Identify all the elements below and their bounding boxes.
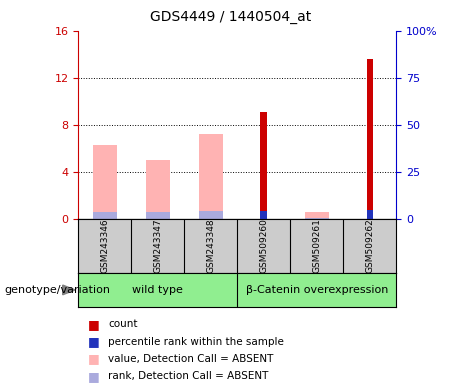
Text: genotype/variation: genotype/variation bbox=[5, 285, 111, 295]
Text: GSM243346: GSM243346 bbox=[100, 218, 109, 273]
Text: ■: ■ bbox=[88, 335, 99, 348]
Bar bbox=[146, 212, 170, 219]
Bar bbox=[199, 211, 223, 219]
Bar bbox=[366, 210, 373, 219]
Text: GSM509262: GSM509262 bbox=[366, 218, 374, 273]
Bar bbox=[199, 134, 223, 219]
Text: rank, Detection Call = ABSENT: rank, Detection Call = ABSENT bbox=[108, 371, 269, 381]
Text: GDS4449 / 1440504_at: GDS4449 / 1440504_at bbox=[150, 10, 311, 23]
Text: ■: ■ bbox=[88, 370, 99, 383]
Text: ■: ■ bbox=[88, 353, 99, 366]
Text: β-Catenin overexpression: β-Catenin overexpression bbox=[246, 285, 388, 295]
Text: count: count bbox=[108, 319, 138, 329]
Text: wild type: wild type bbox=[132, 285, 183, 295]
Bar bbox=[93, 212, 117, 219]
Text: GSM243348: GSM243348 bbox=[207, 218, 215, 273]
Text: GSM509260: GSM509260 bbox=[260, 218, 268, 273]
Bar bbox=[305, 218, 329, 219]
Bar bbox=[260, 112, 267, 219]
Text: GSM509261: GSM509261 bbox=[313, 218, 321, 273]
Text: percentile rank within the sample: percentile rank within the sample bbox=[108, 337, 284, 347]
Text: ■: ■ bbox=[88, 318, 99, 331]
Bar bbox=[93, 145, 117, 219]
Bar bbox=[260, 210, 267, 219]
Text: value, Detection Call = ABSENT: value, Detection Call = ABSENT bbox=[108, 354, 274, 364]
Bar bbox=[366, 59, 373, 219]
Bar bbox=[305, 212, 329, 219]
Bar bbox=[146, 160, 170, 219]
Text: GSM243347: GSM243347 bbox=[154, 218, 162, 273]
